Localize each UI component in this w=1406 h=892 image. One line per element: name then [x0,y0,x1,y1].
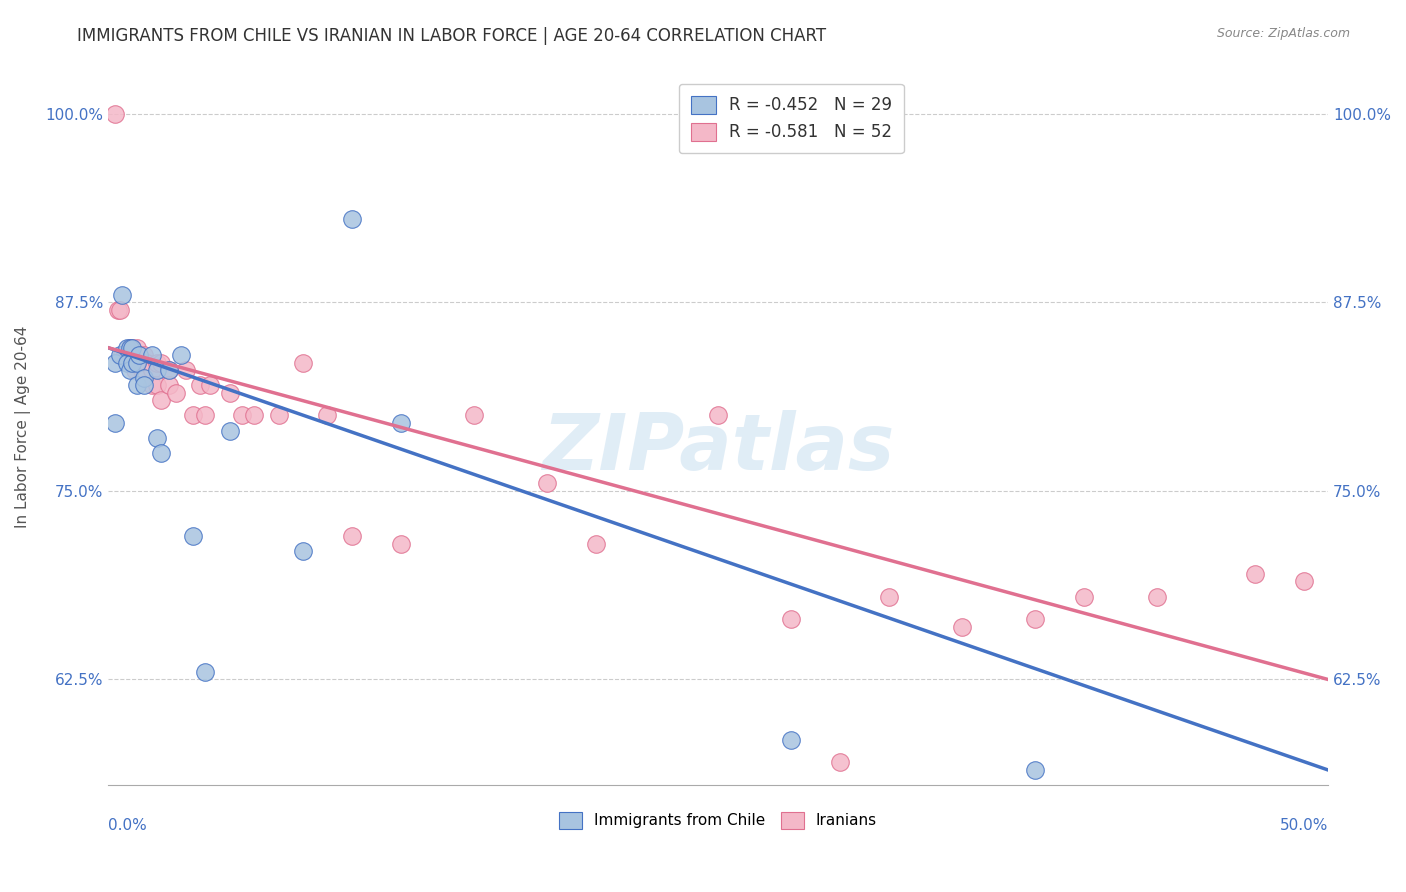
Point [389,537,412,551]
Point [104,107,127,121]
Point [174,363,197,377]
Point [141,363,163,377]
Text: 50.0%: 50.0% [1279,818,1329,833]
Point [877,590,900,604]
Point [131,363,153,377]
Point [150,446,173,460]
Point [780,732,803,747]
Text: Source: ZipAtlas.com: Source: ZipAtlas.com [1216,27,1350,40]
Point [117,356,139,370]
Point [121,356,143,370]
Point [150,356,173,370]
Point [134,348,156,362]
Point [134,378,156,392]
Point [125,341,148,355]
Point [1146,590,1168,604]
Point [145,378,167,392]
Point [231,409,253,423]
Point [340,212,363,227]
Point [118,341,141,355]
Point [141,348,163,362]
Point [1024,612,1046,626]
Point [536,476,558,491]
Point [107,302,129,317]
Point [194,665,217,679]
Point [218,424,240,438]
Text: IMMIGRANTS FROM CHILE VS IRANIAN IN LABOR FORCE | AGE 20-64 CORRELATION CHART: IMMIGRANTS FROM CHILE VS IRANIAN IN LABO… [77,27,827,45]
Legend: Immigrants from Chile, Iranians: Immigrants from Chile, Iranians [553,805,883,835]
Point [585,537,607,551]
Point [157,378,180,392]
Point [292,544,315,558]
Point [118,356,141,370]
Point [128,348,150,362]
Point [121,341,143,355]
Point [1073,590,1095,604]
Point [190,378,212,392]
Point [118,341,141,355]
Point [111,348,134,362]
Point [1244,566,1267,581]
Point [463,409,485,423]
Point [243,409,266,423]
Point [108,348,131,362]
Point [165,385,187,400]
Point [135,356,157,370]
Point [157,363,180,377]
Point [316,409,339,423]
Point [950,620,973,634]
Point [125,356,148,370]
Point [170,348,193,362]
Text: 0.0%: 0.0% [108,818,146,833]
Point [181,529,204,543]
Point [828,756,851,770]
Point [707,409,730,423]
Point [267,409,290,423]
Point [145,431,167,445]
Point [111,287,134,301]
Point [200,378,222,392]
Point [194,409,217,423]
Point [134,371,156,385]
Point [104,416,127,430]
Y-axis label: In Labor Force | Age 20-64: In Labor Force | Age 20-64 [15,326,31,528]
Point [145,356,167,370]
Point [121,356,143,370]
Point [157,363,180,377]
Point [128,348,150,362]
Point [150,393,173,408]
Point [125,378,148,392]
Point [124,363,146,377]
Text: ZIPatlas: ZIPatlas [541,410,894,486]
Point [114,348,136,362]
Point [117,341,139,355]
Point [292,356,315,370]
Point [108,302,131,317]
Point [117,348,139,362]
Point [134,363,156,377]
Point [104,356,127,370]
Point [1024,763,1046,777]
Point [121,341,143,355]
Point [780,612,803,626]
Point [389,416,412,430]
Point [145,363,167,377]
Point [218,385,240,400]
Point [1292,574,1315,589]
Point [340,529,363,543]
Point [118,363,141,377]
Point [181,409,204,423]
Point [141,378,163,392]
